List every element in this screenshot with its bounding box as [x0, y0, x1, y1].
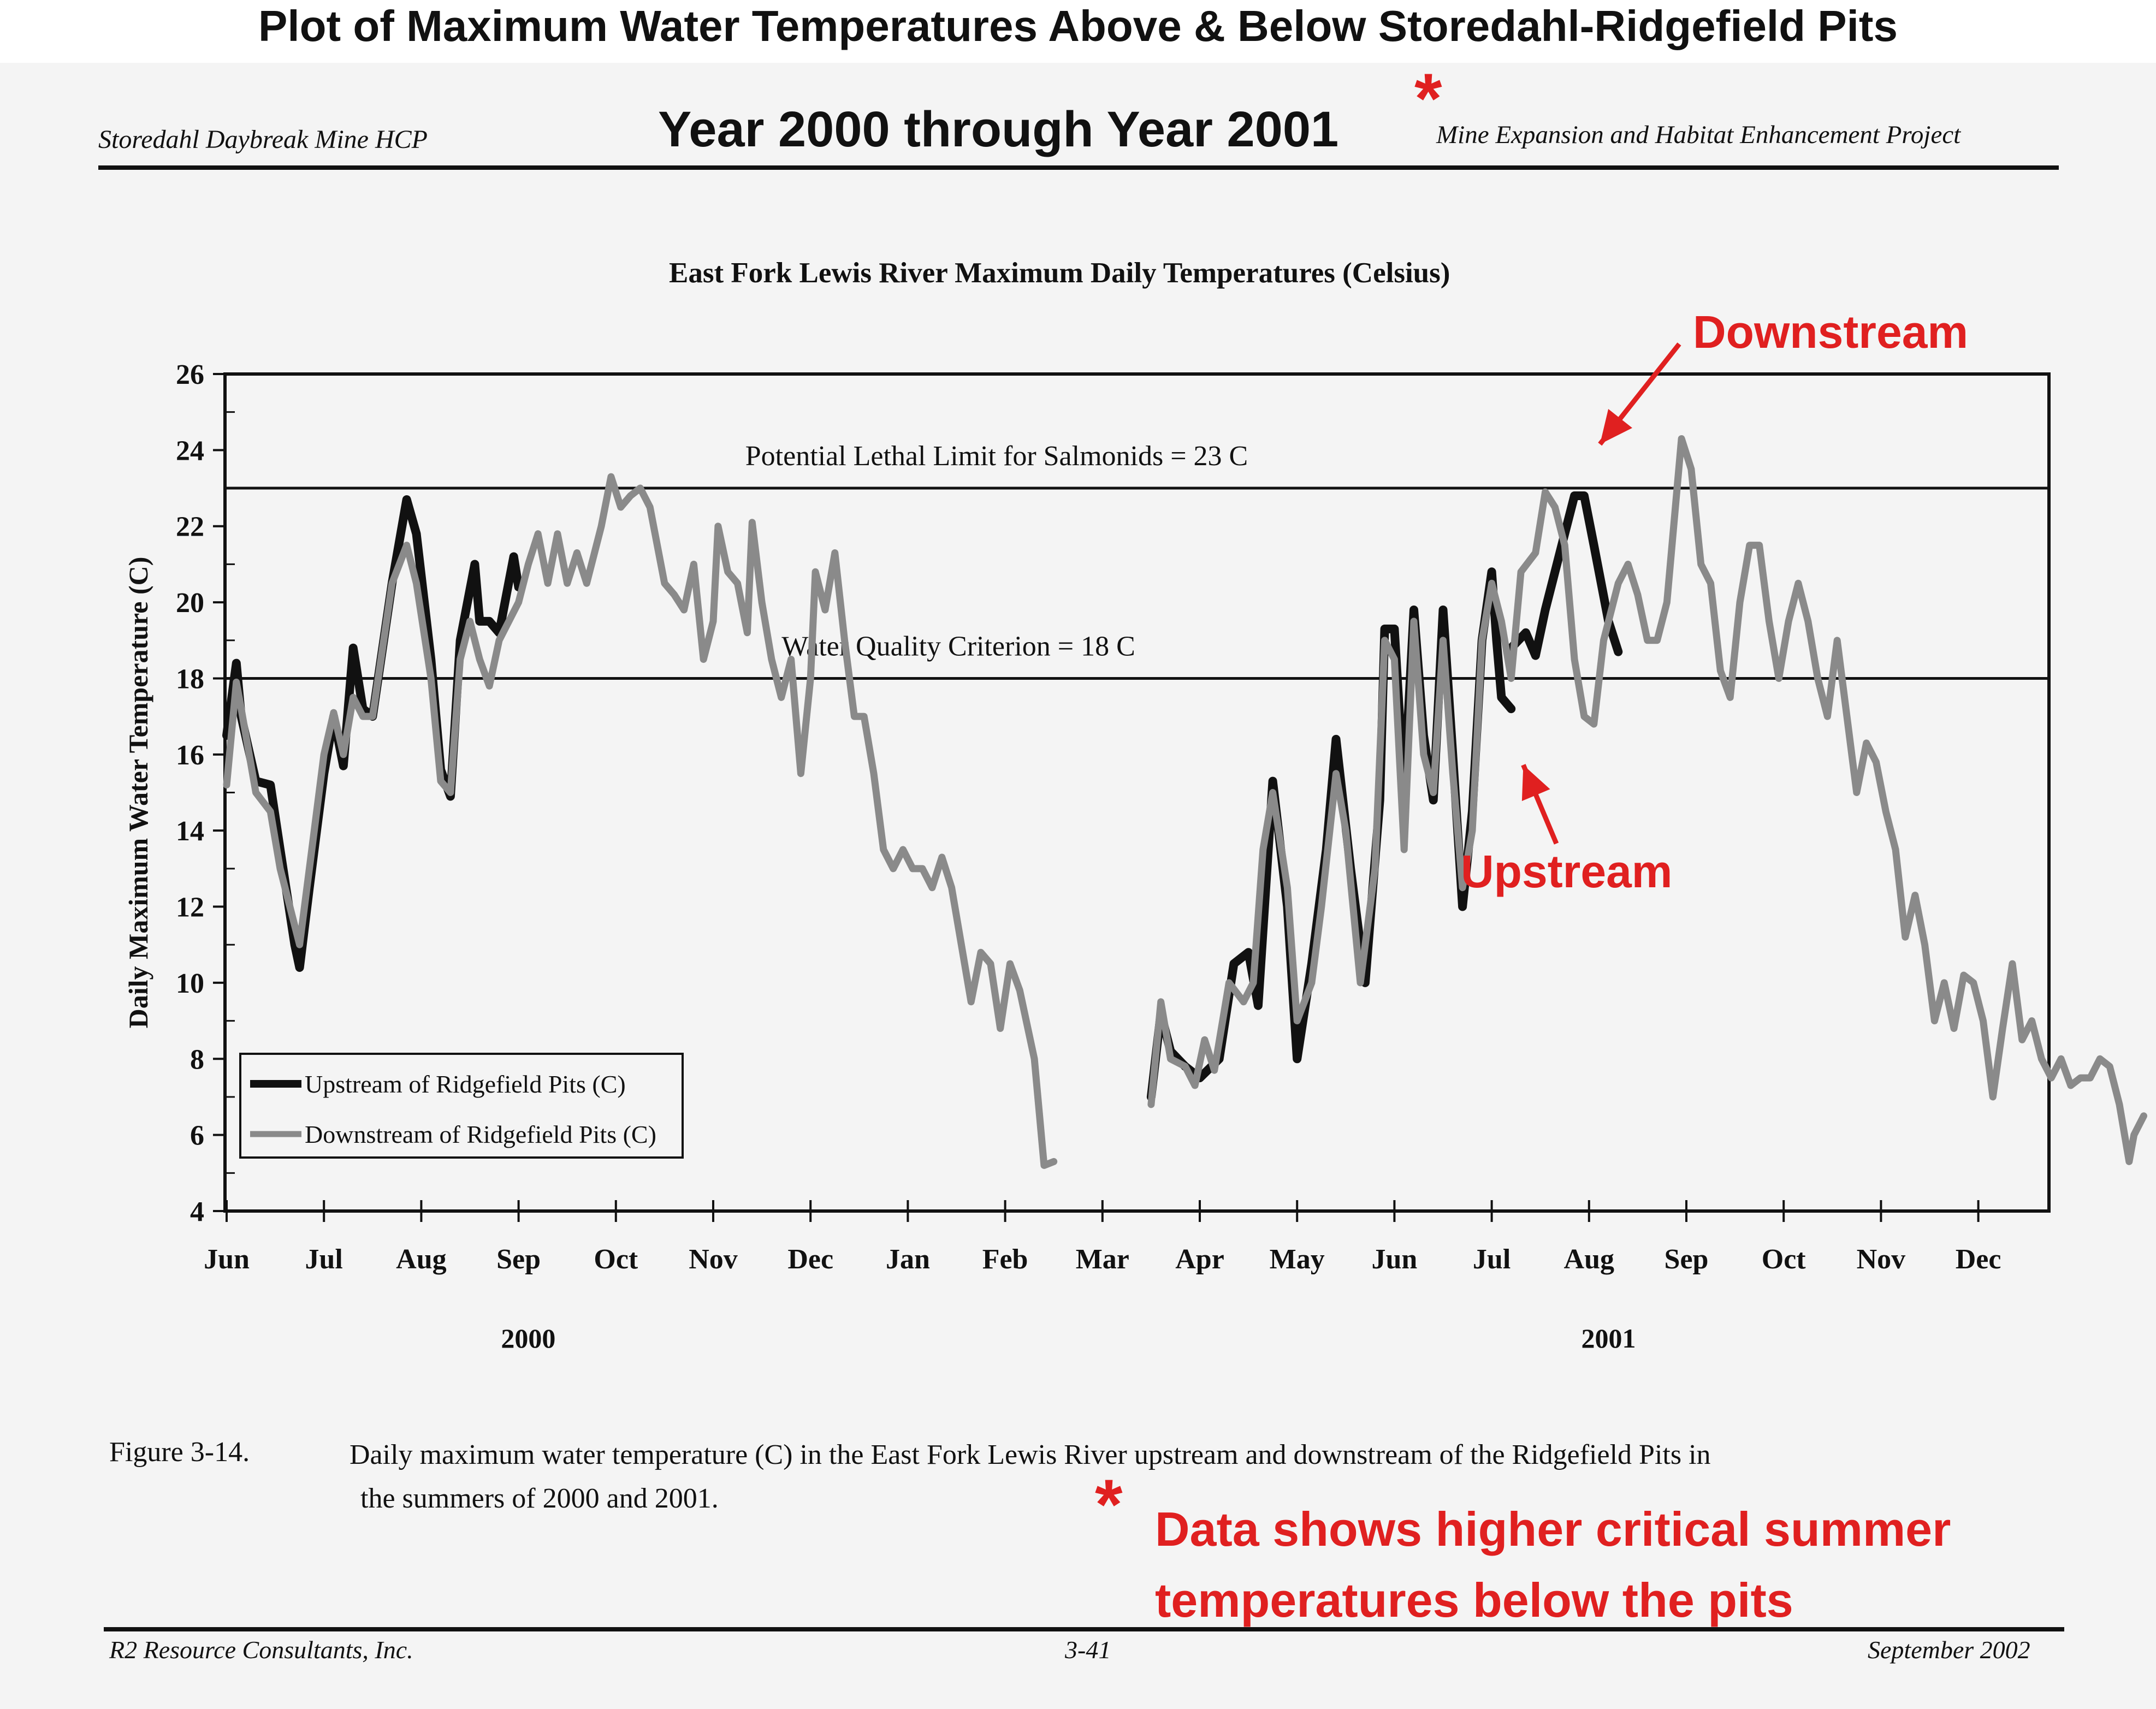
header-center: Year 2000 through Year 2001 — [658, 102, 1339, 157]
annotation-upstream: Upstream — [1461, 846, 1673, 897]
x-tick-label: Apr — [1175, 1244, 1224, 1275]
chart-title: East Fork Lewis River Maximum Daily Temp… — [669, 257, 1450, 289]
x-tick-label: Jul — [305, 1244, 343, 1275]
x-tick-label: Dec — [1956, 1244, 2001, 1275]
asterisk-top: * — [1414, 58, 1442, 138]
x-tick-label: Dec — [787, 1244, 833, 1275]
x-tick-label: Aug — [1564, 1244, 1614, 1275]
downstream-series-line — [223, 473, 1058, 1169]
legend-entry: Upstream of Ridgefield Pits (C) — [305, 1070, 626, 1098]
x-tick-label: Jun — [1371, 1244, 1417, 1275]
footer-page-number: 3-41 — [1065, 1636, 1111, 1664]
x-tick-label: Sep — [496, 1244, 541, 1275]
figure-label: Figure 3-14. — [109, 1437, 250, 1468]
caption-line-1: Daily maximum water temperature (C) in t… — [350, 1439, 1711, 1470]
header-right: Mine Expansion and Habitat Enhancement P… — [1436, 121, 1961, 149]
x-tick-label: Oct — [594, 1244, 638, 1275]
x-tick-label: Feb — [982, 1244, 1028, 1275]
annotation-downstream: Downstream — [1693, 306, 1969, 358]
year-label: 2000 — [501, 1323, 555, 1354]
y-tick-label: 26 — [176, 359, 204, 390]
y-tick-label: 14 — [176, 816, 204, 847]
main-title: Plot of Maximum Water Temperatures Above… — [258, 2, 1898, 50]
y-tick-label: 20 — [176, 588, 204, 619]
y-tick-label: 10 — [176, 968, 204, 999]
y-tick-label: 16 — [176, 740, 204, 771]
footer-left: R2 Resource Consultants, Inc. — [109, 1636, 413, 1664]
y-tick-label: 12 — [176, 892, 204, 923]
x-tick-label: Sep — [1665, 1244, 1709, 1275]
header-left: Storedahl Daybreak Mine HCP — [98, 125, 428, 154]
legend-entry: Downstream of Ridgefield Pits (C) — [305, 1120, 656, 1148]
upstream-series-line — [1507, 491, 1623, 660]
reference-line-label: Water Quality Criterion = 18 C — [781, 631, 1135, 662]
y-tick-label: 24 — [176, 435, 204, 466]
figure-caption: Daily maximum water temperature (C) in t… — [350, 1433, 1988, 1521]
y-tick-label: 4 — [190, 1196, 204, 1227]
note-line-1: Data shows higher critical summer — [1155, 1502, 1951, 1556]
x-tick-label: Oct — [1762, 1244, 1806, 1275]
downstream-arrow-head — [1600, 409, 1632, 444]
asterisk-note: * — [1095, 1464, 1123, 1544]
top-banner — [0, 0, 2156, 63]
y-axis-label: Daily Maximum Water Temperature (C) — [123, 557, 153, 1029]
x-tick-label: Jul — [1473, 1244, 1511, 1275]
year-label: 2001 — [1581, 1323, 1636, 1354]
caption-line-2: the summers of 2000 and 2001. — [360, 1483, 719, 1514]
x-tick-label: Nov — [689, 1244, 738, 1275]
footer-right: September 2002 — [1868, 1636, 2030, 1664]
footer-rule — [104, 1627, 2064, 1631]
upstream-arrow-head — [1521, 764, 1550, 802]
y-tick-label: 18 — [176, 663, 204, 695]
x-tick-label: Aug — [396, 1244, 446, 1275]
legend-box — [239, 1053, 684, 1159]
reference-line-label: Potential Lethal Limit for Salmonids = 2… — [745, 441, 1248, 472]
x-tick-label: May — [1270, 1244, 1325, 1275]
y-tick-label: 8 — [190, 1044, 204, 1075]
y-tick-label: 6 — [190, 1120, 204, 1152]
upstream-series-line — [222, 495, 523, 972]
header-rule — [98, 165, 2059, 170]
x-tick-label: Jan — [886, 1244, 930, 1275]
y-tick-label: 22 — [176, 512, 204, 543]
note-line-2: temperatures below the pits — [1155, 1573, 1793, 1627]
downstream-series-line — [1147, 435, 2147, 1165]
x-tick-label: Mar — [1076, 1244, 1129, 1275]
x-tick-label: Jun — [204, 1244, 250, 1275]
x-tick-label: Nov — [1857, 1244, 1906, 1275]
